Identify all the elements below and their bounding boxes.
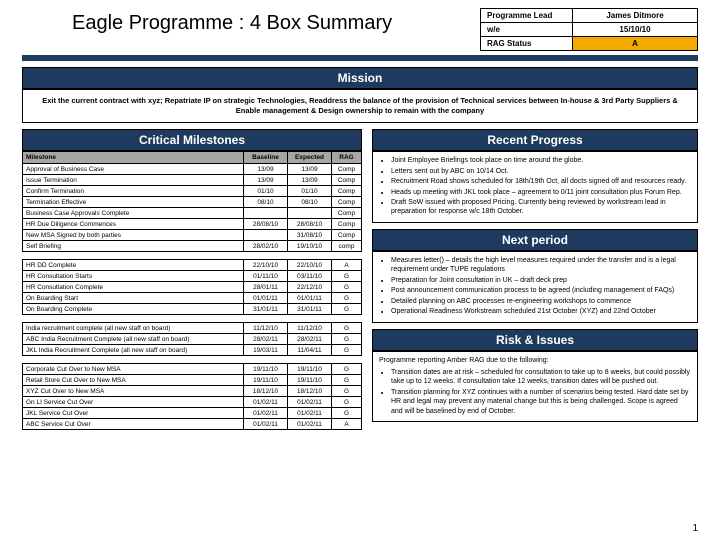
ms-col-1: Baseline bbox=[244, 152, 288, 164]
meta-rag: A bbox=[573, 37, 698, 51]
table-row: On Boarding Complete31/01/1131/01/11G bbox=[23, 304, 362, 315]
meta-lead-label: Programme Lead bbox=[481, 9, 573, 23]
meta-lead: James Ditmore bbox=[573, 9, 698, 23]
table-row: HR Due Diligence Commences28/08/1028/08/… bbox=[23, 219, 362, 230]
list-item: Draft SoW issued with proposed Pricing. … bbox=[391, 198, 691, 217]
milestones-table: MilestoneBaselineExpectedRAG Approval of… bbox=[22, 151, 362, 430]
meta-we-label: w/e bbox=[481, 23, 573, 37]
page-number: 1 bbox=[692, 523, 698, 534]
list-item: Transition planning for XYZ continues wi… bbox=[391, 388, 691, 416]
ms-col-2: Expected bbox=[288, 152, 332, 164]
table-row: Gn LI Service Cut Over01/02/1101/02/11G bbox=[23, 397, 362, 408]
mission-text: Exit the current contract with xyz; Repa… bbox=[22, 89, 698, 123]
meta-rag-label: RAG Status bbox=[481, 37, 573, 51]
mission-header: Mission bbox=[22, 67, 698, 89]
risk-header: Risk & Issues bbox=[372, 329, 698, 351]
list-item: Recruitment Road shows scheduled for 18t… bbox=[391, 177, 691, 186]
divider bbox=[22, 55, 698, 61]
table-row: HR Consultation Starts01/11/1003/11/10G bbox=[23, 271, 362, 282]
table-row: XYZ Cut Over to New MSA18/12/1018/12/10G bbox=[23, 386, 362, 397]
risk-box: Programme reporting Amber RAG due to the… bbox=[372, 351, 698, 423]
table-row: India recruitment complete (all new staf… bbox=[23, 323, 362, 334]
page-title: Eagle Programme : 4 Box Summary bbox=[22, 8, 392, 35]
table-row: Corporate Cut Over to New MSA19/11/1019/… bbox=[23, 364, 362, 375]
meta-table: Programme LeadJames Ditmore w/e15/10/10 … bbox=[480, 8, 698, 51]
table-row: Confirm Termination01/1001/10Comp bbox=[23, 186, 362, 197]
list-item: Measures letter() – details the high lev… bbox=[391, 256, 691, 275]
table-row: JKL India Recruitment Complete (all new … bbox=[23, 345, 362, 356]
table-row: HR Consultation Complete28/01/1122/12/10… bbox=[23, 282, 362, 293]
ms-col-0: Milestone bbox=[23, 152, 244, 164]
list-item: Heads up meeting with JKL took place – a… bbox=[391, 188, 691, 197]
list-item: Joint Employee Briefings took place on t… bbox=[391, 156, 691, 165]
list-item: Post announcement communication process … bbox=[391, 286, 691, 295]
table-row: ABC Service Cut Over01/02/1101/02/11A bbox=[23, 419, 362, 430]
table-row: Business Case Approvals CompleteComp bbox=[23, 208, 362, 219]
table-row: Self Briefing28/02/1019/10/10comp bbox=[23, 241, 362, 252]
table-row: HR DD Complete22/10/1022/10/10A bbox=[23, 260, 362, 271]
progress-box: Joint Employee Briefings took place on t… bbox=[372, 151, 698, 223]
milestones-header: Critical Milestones bbox=[22, 129, 362, 151]
progress-header: Recent Progress bbox=[372, 129, 698, 151]
table-row: Approval of Business Case13/0913/09Comp bbox=[23, 164, 362, 175]
next-box: Measures letter() – details the high lev… bbox=[372, 251, 698, 323]
ms-col-3: RAG bbox=[332, 152, 362, 164]
table-row: On Boarding Start01/01/1101/01/11G bbox=[23, 293, 362, 304]
list-item: Preparation for Joint consultation in UK… bbox=[391, 276, 691, 285]
table-row: New MSA Signed by both parties31/08/10Co… bbox=[23, 230, 362, 241]
list-item: Transition dates are at risk – scheduled… bbox=[391, 368, 691, 387]
table-row: Termination Effective08/1008/10Comp bbox=[23, 197, 362, 208]
table-row: ABC India Recruitment Complete (all new … bbox=[23, 334, 362, 345]
next-header: Next period bbox=[372, 229, 698, 251]
list-item: Operational Readiness Workstream schedul… bbox=[391, 307, 691, 316]
table-row: Retail Store Cut Over to New MSA19/11/10… bbox=[23, 375, 362, 386]
list-item: Letters sent out by ABC on 10/14 Oct. bbox=[391, 167, 691, 176]
list-item: Detailed planning on ABC processes re-en… bbox=[391, 297, 691, 306]
table-row: Issue Termination13/0913/09Comp bbox=[23, 175, 362, 186]
meta-we: 15/10/10 bbox=[573, 23, 698, 37]
risk-intro: Programme reporting Amber RAG due to the… bbox=[379, 356, 691, 365]
table-row: JKL Service Cut Over01/02/1101/02/11G bbox=[23, 408, 362, 419]
